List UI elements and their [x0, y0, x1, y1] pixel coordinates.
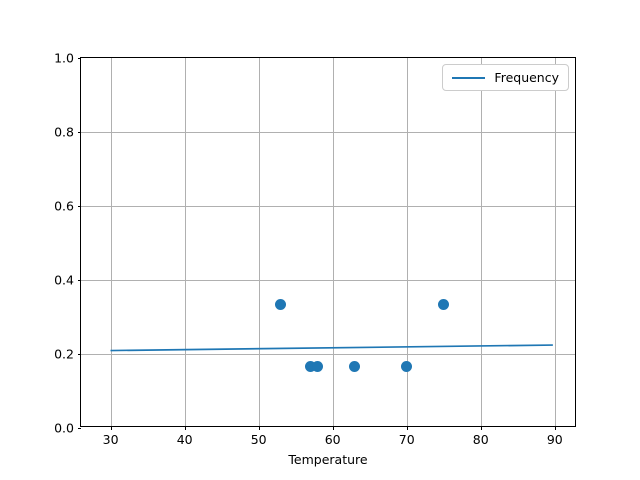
- gridline-horizontal: [81, 280, 575, 281]
- y-tick-label: 0.0: [54, 420, 74, 436]
- y-tick-label: 0.6: [54, 198, 74, 214]
- gridline-vertical: [258, 58, 260, 426]
- scatter-point: [304, 360, 316, 372]
- y-tick-mark: [77, 280, 81, 281]
- legend-item-label: Frequency: [494, 70, 559, 85]
- gridline-vertical: [332, 58, 334, 426]
- gridline-horizontal: [81, 132, 575, 133]
- x-tick-mark: [554, 426, 556, 430]
- legend-box[interactable]: Frequency: [442, 64, 569, 91]
- frequency-line-series: [110, 344, 553, 352]
- gridline-vertical: [554, 58, 556, 426]
- x-tick-label: 40: [176, 432, 193, 447]
- y-tick-mark: [77, 132, 81, 133]
- gridline-vertical: [184, 58, 186, 426]
- x-tick-label: 50: [250, 432, 267, 447]
- gridline-vertical: [110, 58, 112, 426]
- scatter-point: [349, 360, 361, 372]
- scatter-point: [401, 360, 413, 372]
- x-tick-label: 60: [324, 432, 341, 447]
- scatter-point: [312, 360, 324, 372]
- gridline-horizontal: [81, 354, 575, 355]
- x-tick-mark: [258, 426, 260, 430]
- y-tick-mark: [77, 206, 81, 207]
- x-tick-mark: [110, 426, 112, 430]
- y-tick-mark: [77, 428, 81, 429]
- x-tick-label: 80: [472, 432, 489, 447]
- gridline-vertical: [406, 58, 408, 426]
- y-tick-mark: [77, 58, 81, 59]
- scatter-point: [275, 299, 287, 311]
- y-tick-label: 1.0: [54, 50, 74, 66]
- gridline-horizontal: [81, 206, 575, 207]
- x-tick-label: 70: [398, 432, 415, 447]
- y-tick-label: 0.2: [54, 346, 74, 362]
- x-tick-mark: [332, 426, 334, 430]
- y-tick-label: 0.8: [54, 124, 74, 140]
- y-tick-mark: [77, 354, 81, 355]
- frequency-line-path: [110, 344, 553, 352]
- x-tick-label: 30: [102, 432, 119, 447]
- x-tick-mark: [406, 426, 408, 430]
- x-tick-mark: [184, 426, 186, 430]
- y-tick-label: 0.4: [54, 272, 74, 288]
- legend-line-swatch: [452, 76, 486, 79]
- scatter-point: [438, 299, 450, 311]
- x-tick-mark: [480, 426, 482, 430]
- gridline-vertical: [480, 58, 482, 426]
- plot-area: 30 40 50 60 70 80 90 0.0 0.2 0.4 0.6 0.8 1.0 Freque…: [54, 51, 576, 447]
- x-axis-label: Temperature: [288, 452, 368, 467]
- x-tick-label: 90: [546, 432, 563, 447]
